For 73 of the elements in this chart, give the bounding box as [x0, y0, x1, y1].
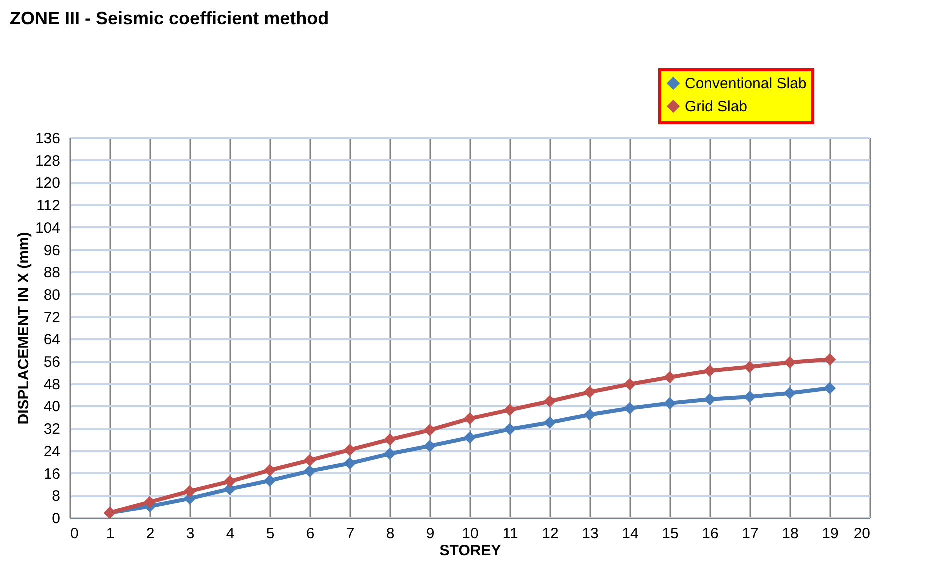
point	[224, 476, 236, 488]
point	[544, 395, 556, 408]
point	[144, 496, 156, 508]
point	[304, 454, 316, 467]
point	[344, 457, 356, 470]
point	[624, 402, 636, 415]
y-tick-label: 96	[44, 242, 60, 260]
point	[264, 474, 276, 487]
y-tick-label: 16	[44, 466, 60, 483]
x-tick-label: 11	[502, 526, 518, 542]
x-tick-label: 15	[662, 526, 679, 542]
x-tick-label: 18	[782, 526, 799, 542]
x-tick-label: 14	[622, 526, 639, 542]
y-tick-label: 48	[44, 376, 60, 394]
x-tick-label: 7	[346, 526, 355, 542]
y-tick-label: 0	[52, 510, 60, 528]
y-tick-label: 40	[44, 398, 60, 416]
point	[664, 397, 676, 410]
point	[824, 382, 836, 394]
point	[424, 440, 436, 452]
point	[184, 485, 196, 498]
x-tick-label: 13	[582, 526, 599, 542]
point	[384, 448, 396, 460]
y-tick-label: 64	[44, 332, 60, 349]
x-tick-label: 0	[70, 526, 79, 542]
point	[624, 378, 636, 391]
x-tick-label: 3	[186, 526, 195, 542]
point	[784, 387, 796, 400]
point	[464, 432, 476, 444]
point	[744, 360, 756, 374]
x-tick-label: 8	[386, 526, 395, 542]
x-tick-label: 20	[854, 526, 870, 542]
point	[264, 464, 276, 477]
chart-title: ZONE III - Seismic coefficient method	[10, 8, 330, 28]
x-tick-label: 4	[226, 526, 235, 542]
y-tick-label: 112	[36, 198, 60, 215]
point	[584, 386, 596, 398]
point	[304, 465, 316, 478]
x-axis-title: STOREY	[440, 542, 502, 560]
x-tick-label: 2	[146, 526, 155, 542]
x-tick-label: 17	[742, 526, 759, 542]
y-tick-label: 136	[35, 130, 60, 148]
y-tick-label: 128	[35, 152, 60, 170]
y-tick-label: 32	[44, 421, 60, 438]
y-tick-label: 72	[44, 309, 60, 326]
point	[424, 424, 436, 436]
y-axis-title: DISPLACEMENT IN X (mm)	[15, 232, 32, 425]
point	[584, 408, 596, 422]
point	[504, 404, 516, 416]
x-tick-label: 19	[822, 526, 839, 542]
point	[664, 371, 676, 384]
y-tick-label: 24	[44, 443, 60, 460]
y-tick-label: 80	[44, 286, 60, 304]
y-tick-label: 88	[44, 264, 60, 282]
y-tick-label: 8	[52, 488, 60, 506]
y-tick-label: 104	[35, 220, 60, 237]
legend-label: Conventional Slab	[685, 76, 807, 92]
point	[464, 412, 476, 425]
y-tick-label: 120	[35, 175, 60, 192]
x-tick-label: 12	[542, 526, 559, 542]
x-tick-label: 10	[462, 526, 479, 542]
point	[384, 434, 396, 446]
y-tick-label: 56	[44, 354, 60, 372]
x-tick-label: 16	[702, 526, 719, 542]
x-tick-label: 5	[266, 526, 275, 542]
x-tick-label: 9	[426, 526, 435, 542]
x-tick-label: 6	[306, 526, 315, 542]
point	[784, 356, 796, 369]
legend-label: Grid Slab	[685, 98, 748, 116]
point	[504, 423, 516, 436]
x-tick-label: 1	[106, 526, 115, 542]
point	[344, 444, 356, 456]
point	[544, 416, 556, 429]
